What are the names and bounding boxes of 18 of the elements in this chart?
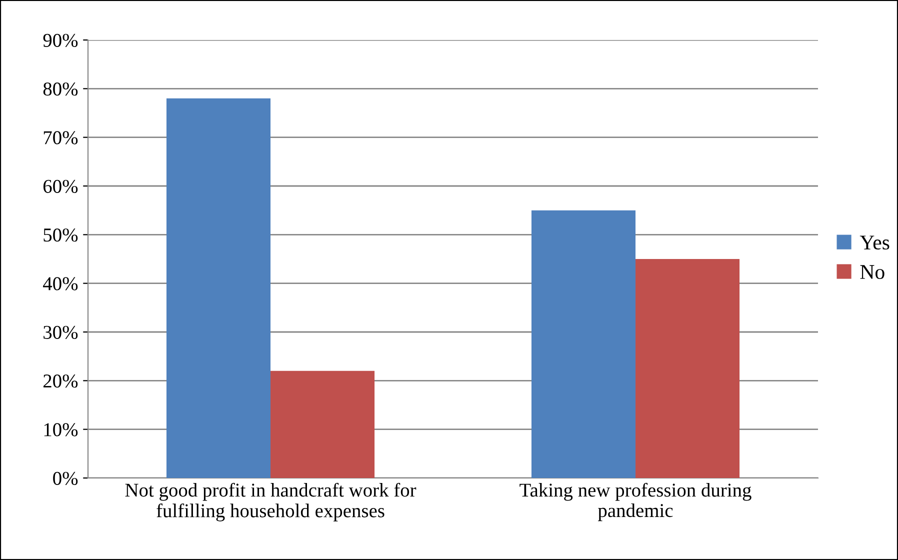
x-tick-label: Not good profit in handcraft work for fulfilling household expenses	[125, 482, 416, 522]
bar	[531, 210, 636, 478]
legend-label: Yes	[860, 236, 890, 250]
y-tick-label: 30%	[44, 326, 78, 339]
bar	[270, 370, 375, 478]
y-tick-label: 20%	[43, 374, 78, 388]
legend-label: No	[860, 265, 884, 279]
y-tick-label: 50%	[44, 228, 78, 242]
bar	[636, 259, 740, 478]
y-tick-label: 60%	[43, 180, 78, 193]
x-tick-label: Taking new profession during pandemic	[520, 482, 752, 522]
y-tick-label: 10%	[44, 423, 78, 436]
y-tick-label: 80%	[43, 82, 78, 96]
y-tick-label: 70%	[44, 131, 78, 144]
y-tick-label: 40%	[43, 277, 78, 290]
y-tick-label: 90%	[43, 34, 78, 47]
bar	[166, 98, 270, 478]
y-tick-label: 0%	[53, 472, 78, 485]
